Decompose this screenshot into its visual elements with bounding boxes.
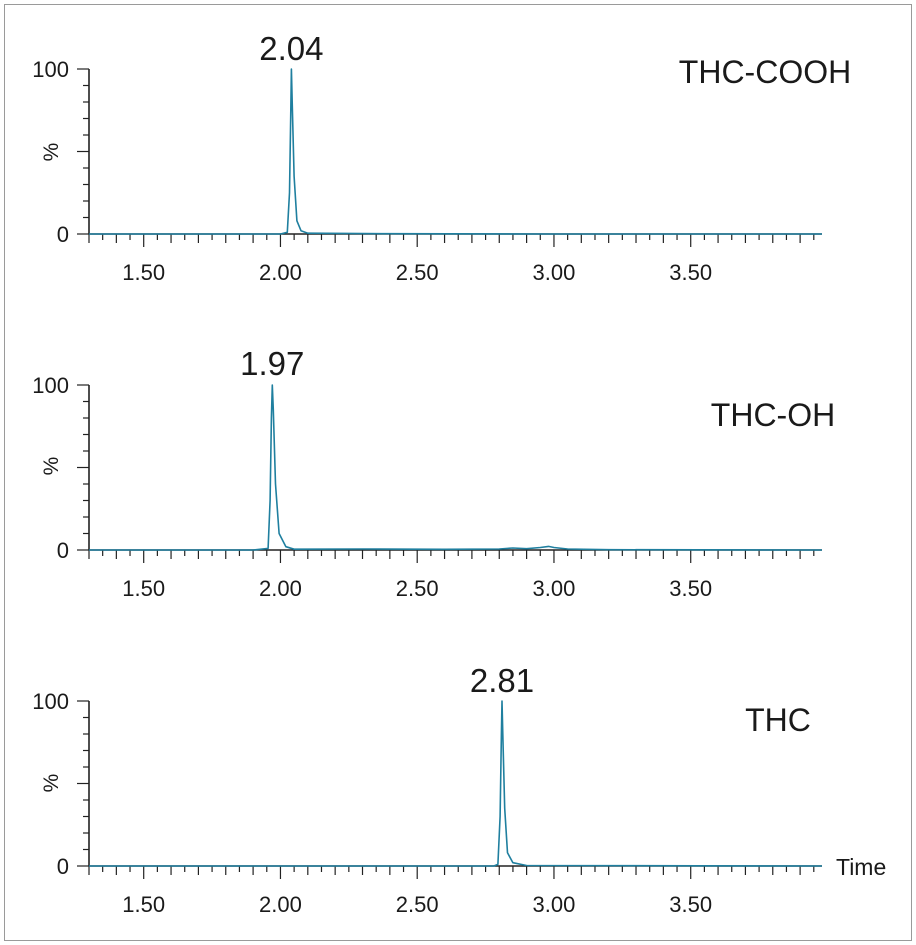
peak-label: 2.81: [470, 662, 534, 699]
peak-label: 1.97: [240, 345, 304, 382]
analyte-label: THC-COOH: [679, 54, 851, 90]
x-tick-label: 2.50: [396, 892, 439, 917]
x-tick-label: 1.50: [122, 576, 165, 601]
x-tick-label: 1.50: [122, 892, 165, 917]
series-line-thc: [89, 700, 823, 867]
y-tick-label: 0: [57, 854, 69, 879]
x-tick-label: 2.00: [259, 892, 302, 917]
y-axis-title: %: [40, 457, 63, 476]
x-tick-label: 3.00: [533, 260, 576, 285]
figure-frame: [4, 4, 912, 941]
y-tick-label: 100: [32, 689, 69, 714]
x-tick-label: 3.50: [669, 892, 712, 917]
y-tick-label: 0: [57, 538, 69, 563]
peak-label: 2.04: [259, 30, 323, 67]
chromatogram-panel-thc-cooh: 0 100% 1.50 2.00 2.50 3.00 3.50 2.04 THC-COOH: [32, 30, 851, 285]
x-axis-title: Time: [836, 854, 886, 880]
y-tick-label: 0: [57, 222, 69, 247]
x-tick-label: 1.50: [122, 260, 165, 285]
x-tick-label: 2.00: [259, 576, 302, 601]
series-line-thc-cooh: [89, 68, 822, 235]
chromatogram-panel-thc: 0 100% 1.50 2.00 2.50 3.00 3.50 Time 2.81 THC: [32, 662, 886, 917]
x-tick-label: 3.50: [669, 576, 712, 601]
y-tick-label: 100: [32, 57, 69, 82]
x-tick-label: 3.50: [669, 260, 712, 285]
y-tick-label: 100: [32, 373, 69, 398]
series-line-thc-oh: [89, 384, 823, 551]
x-tick-label: 3.00: [533, 892, 576, 917]
chromatogram-panel-thc-oh: 0 100% 1.50 2.00 2.50 3.00 3.50 1.97 THC-OH: [32, 345, 835, 601]
y-axis-title: %: [40, 774, 63, 793]
x-tick-label: 2.00: [259, 260, 302, 285]
analyte-label: THC: [745, 702, 811, 738]
x-tick-label: 3.00: [533, 576, 576, 601]
analyte-label: THC-OH: [711, 397, 835, 433]
x-tick-label: 2.50: [396, 260, 439, 285]
x-tick-label: 2.50: [396, 576, 439, 601]
y-axis-title: %: [40, 143, 63, 162]
